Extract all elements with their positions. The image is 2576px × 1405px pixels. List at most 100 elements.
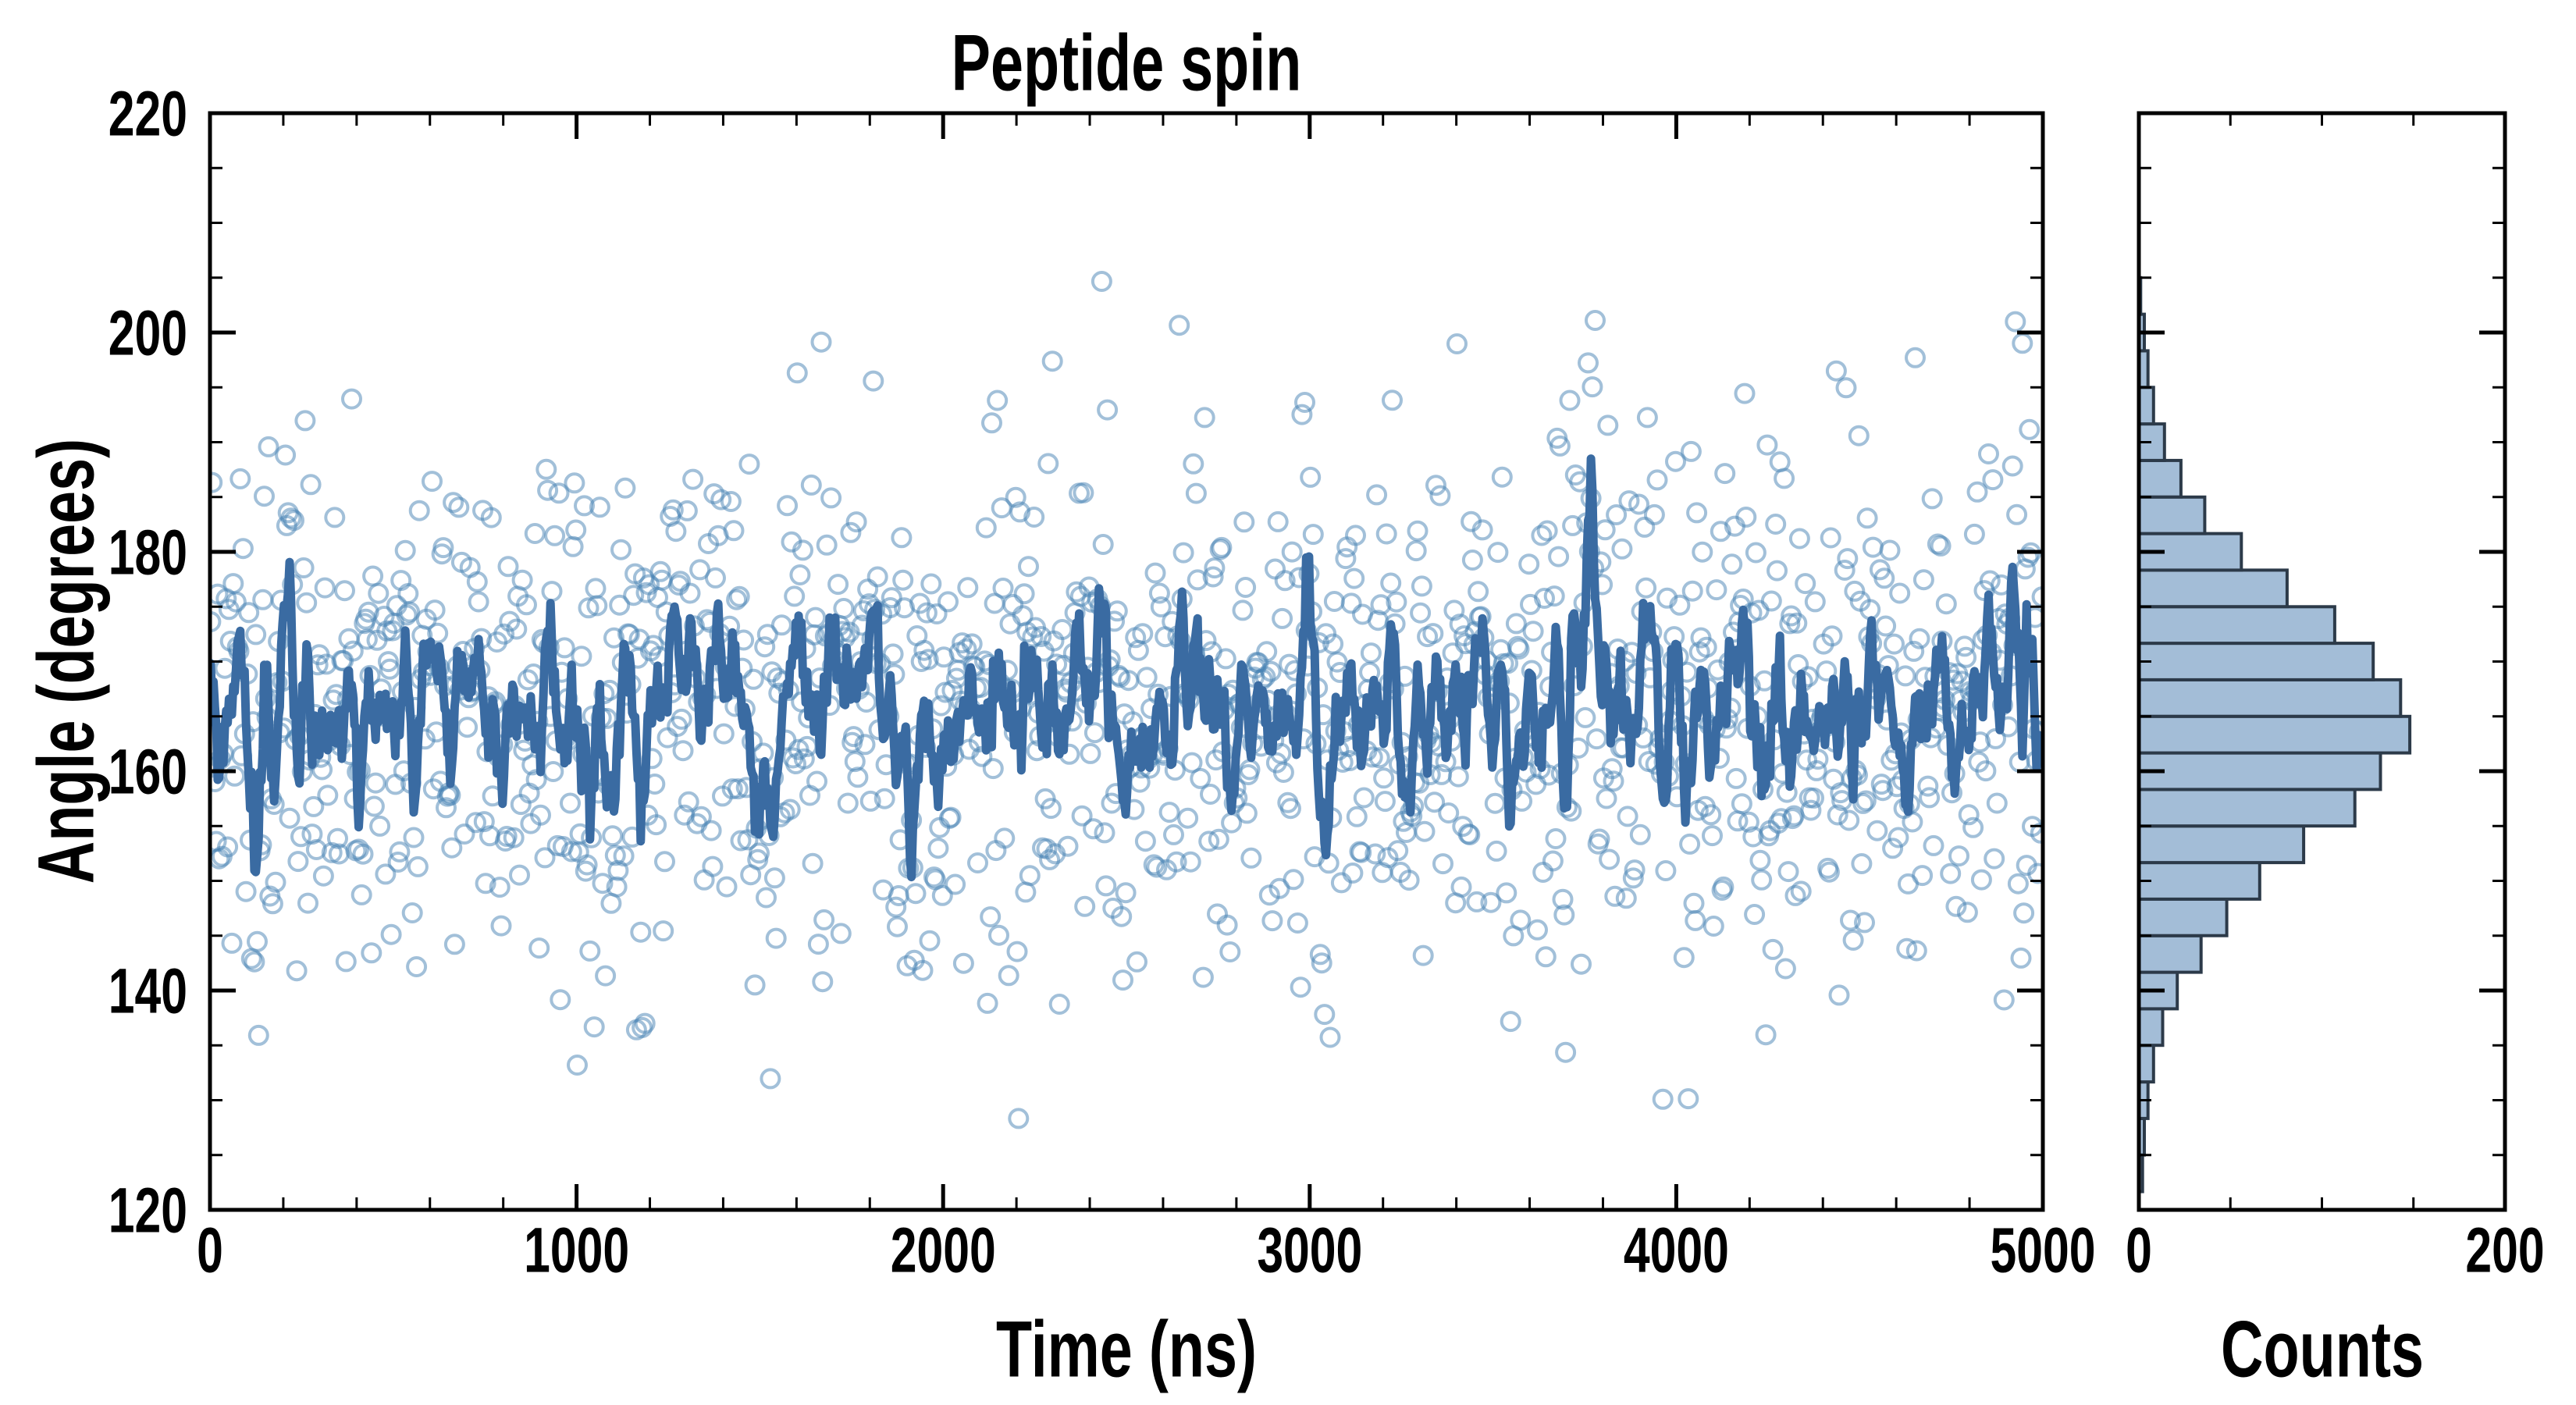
scatter-point	[562, 535, 584, 557]
scatter-point	[592, 873, 614, 895]
scatter-point	[1112, 969, 1133, 991]
scatter-point	[1905, 940, 1927, 962]
scatter-point	[1048, 994, 1070, 1015]
y-tick-label: 180	[109, 518, 187, 589]
histogram-bar	[2139, 568, 2289, 609]
scatter-point	[676, 500, 698, 521]
scatter-point	[1695, 636, 1717, 658]
scatter-point	[1762, 938, 1784, 960]
scatter-point	[1345, 525, 1366, 546]
scatter-point	[1267, 510, 1289, 532]
scatter-point	[368, 582, 390, 604]
scatter-point	[1290, 976, 1311, 998]
scatter-point	[975, 517, 997, 539]
scatter-point	[955, 638, 977, 660]
scatter-point	[585, 578, 607, 599]
scatter-point	[235, 880, 257, 902]
scatter-point	[1956, 902, 1978, 923]
scatter-point	[378, 651, 399, 673]
scatter-point	[401, 902, 423, 923]
scatter-point	[1744, 904, 1766, 925]
x-tick-label: 0	[197, 1215, 223, 1286]
scatter-point	[1111, 905, 1133, 927]
scatter-point	[1183, 453, 1204, 475]
scatter-point	[830, 923, 852, 944]
scatter-point	[1039, 848, 1061, 870]
scatter-point	[1508, 638, 1530, 660]
scatter-point	[380, 923, 402, 945]
scatter-point	[926, 603, 948, 624]
scatter-point	[1984, 848, 2005, 870]
scatter-point	[1177, 807, 1199, 829]
scatter-point	[2012, 333, 2033, 354]
scatter-point	[1279, 798, 1301, 820]
scatter-point	[480, 507, 502, 528]
scatter-point	[700, 820, 722, 841]
scatter-point	[1364, 843, 1386, 865]
scatter-point	[1066, 581, 1087, 603]
scatter-point	[988, 924, 1009, 946]
scatter-point	[589, 496, 610, 518]
scatter-point	[560, 841, 582, 863]
histogram-bar	[2139, 642, 2375, 681]
scatter-point	[1095, 875, 1117, 897]
scatter-point	[497, 556, 519, 578]
scatter-point	[1484, 792, 1506, 814]
scatter-point	[994, 827, 1016, 849]
scatter-point	[379, 658, 400, 680]
scatter-point	[1703, 916, 1724, 937]
scatter-point	[1734, 382, 1756, 404]
scatter-point	[403, 827, 425, 848]
scatter-point	[1382, 389, 1403, 411]
scatter-point	[443, 492, 464, 514]
scatter-point	[1272, 762, 1294, 783]
scatter-point	[805, 606, 827, 628]
scatter-point	[1272, 607, 1293, 629]
scatter-point	[632, 1016, 653, 1038]
scatter-point	[1803, 787, 1824, 809]
scatter-point	[1784, 884, 1806, 906]
scatter-point	[1144, 562, 1166, 584]
scatter-point	[1013, 583, 1035, 605]
scatter-point	[1679, 833, 1701, 855]
scatter-point	[1597, 414, 1619, 436]
histogram-bar	[2139, 605, 2336, 646]
scatter-point	[1411, 575, 1432, 597]
scatter-point	[1006, 941, 1028, 962]
scatter-point	[1256, 641, 1278, 663]
scatter-point	[1582, 376, 1603, 398]
scatter-point	[1424, 791, 1446, 813]
x-tick-label: 1000	[524, 1215, 629, 1286]
scatter-point	[1265, 558, 1286, 580]
scatter-point	[317, 784, 339, 806]
scatter-point	[987, 389, 1009, 411]
scatter-point	[912, 959, 934, 981]
histogram-bar	[2139, 897, 2229, 937]
scatter-point	[837, 792, 859, 814]
scatter-point	[1380, 572, 1402, 594]
scatter-point	[436, 797, 457, 819]
scatter-point	[1466, 891, 1488, 912]
scatter-point	[1040, 798, 1062, 820]
scatter-point	[489, 877, 511, 898]
scatter-point	[1603, 770, 1624, 792]
scatter-point	[1851, 853, 1873, 874]
histogram-bar	[2139, 861, 2261, 901]
scatter-point	[578, 597, 600, 619]
scatter-point	[1820, 527, 1841, 549]
scatter-point	[350, 884, 372, 905]
scatter-point	[671, 708, 692, 730]
scatter-point	[1800, 799, 1822, 821]
scatter-point	[375, 863, 397, 885]
scatter-point	[760, 1068, 781, 1090]
scatter-point	[254, 486, 275, 507]
scatter-point	[1468, 581, 1489, 603]
x-axis-label: Time (ns)	[996, 1306, 1257, 1395]
scatter-point	[247, 1024, 269, 1046]
scatter-point	[1842, 930, 1864, 951]
scatter-point	[1966, 481, 1988, 503]
scatter-point	[2010, 947, 2032, 969]
scatter-point	[1545, 828, 1567, 849]
scatter-point	[1398, 870, 1420, 891]
scatter-point	[1749, 849, 1771, 871]
